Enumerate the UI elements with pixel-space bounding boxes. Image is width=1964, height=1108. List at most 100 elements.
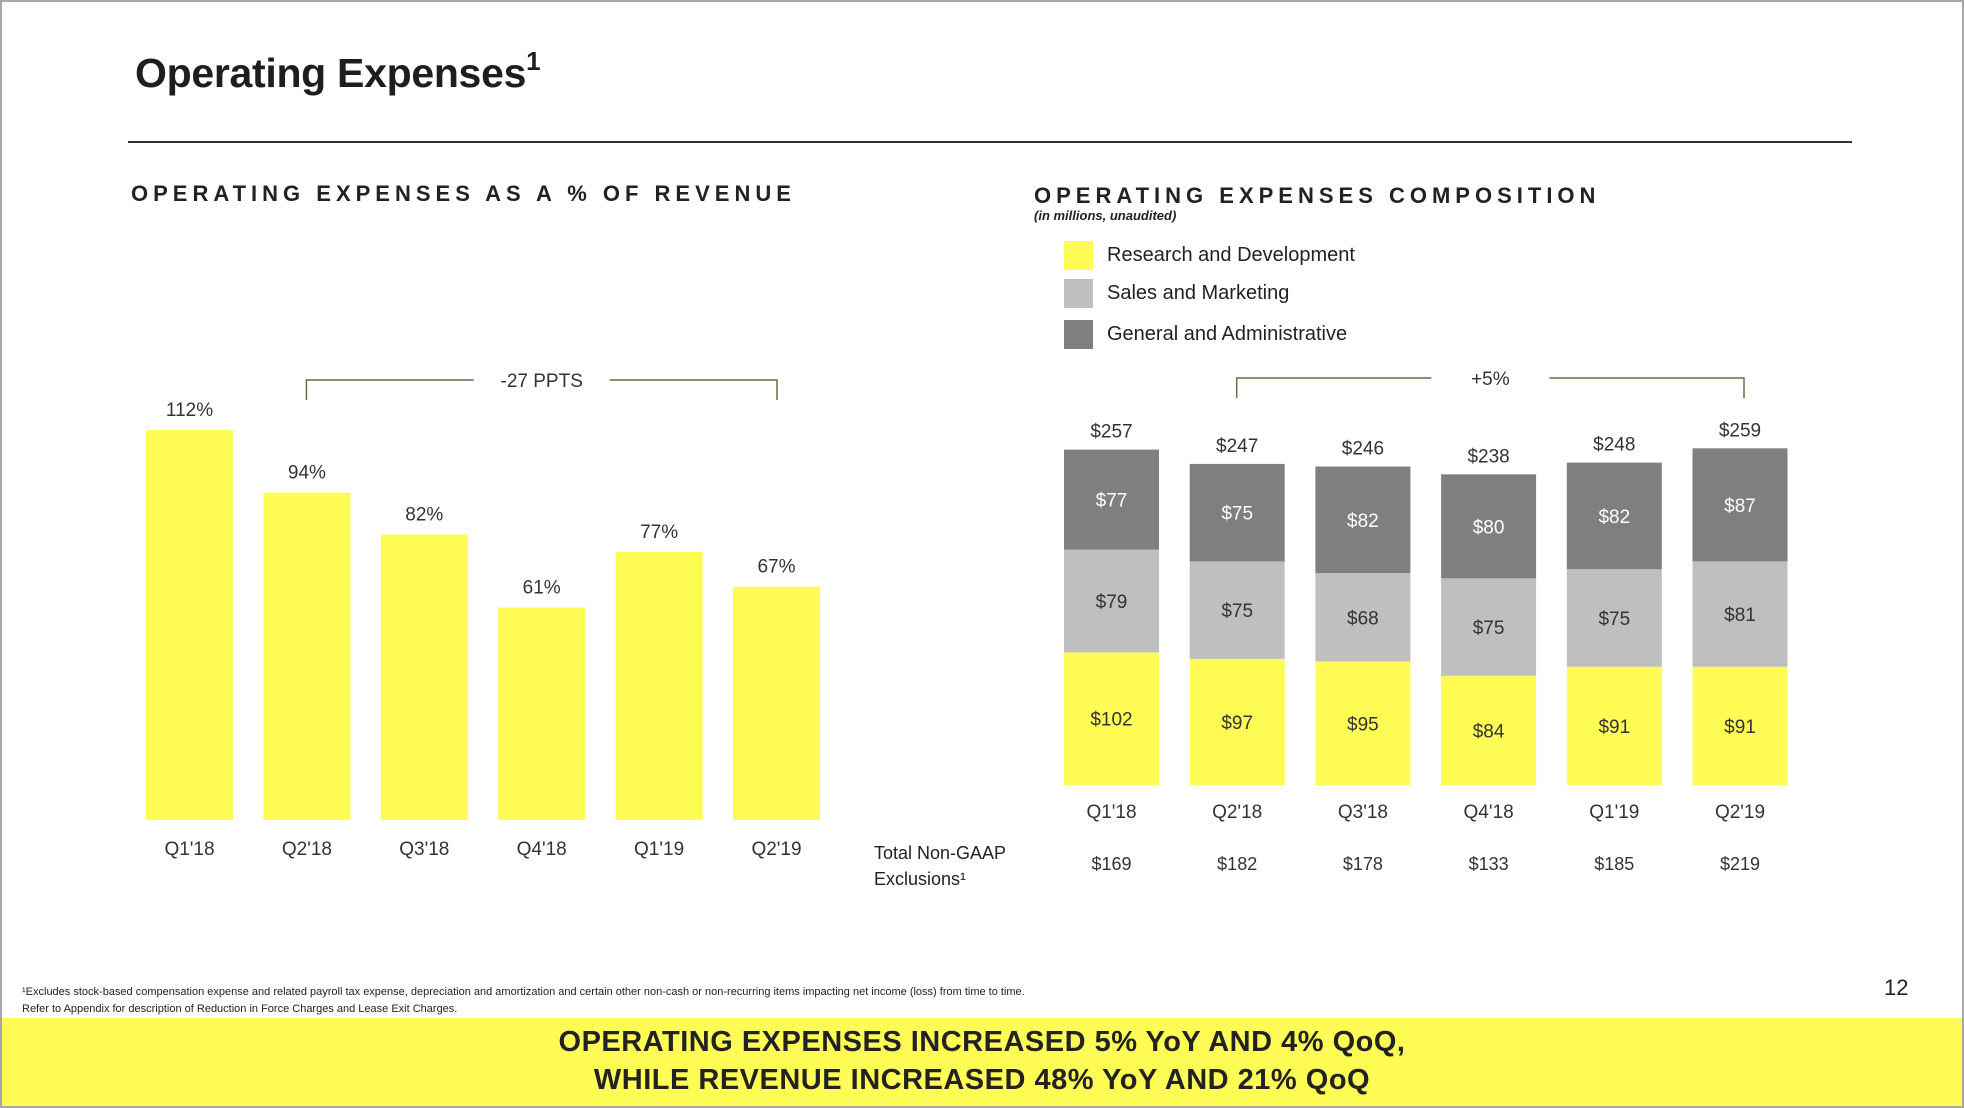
stack-segment [1064,449,1159,550]
segment-value-label: $68 [1347,608,1379,629]
stack-total-label: $248 [1593,435,1635,456]
stack-segment [1566,666,1662,785]
stack-segment [1692,666,1788,785]
stack-segment [1692,448,1788,562]
stack-category-label: Q3'18 [1338,802,1388,823]
pct-value-label: 61% [523,578,561,599]
pct-category-label: Q1'18 [164,839,214,860]
legend-label-sm: Sales and Marketing [1107,282,1290,304]
footnote: ¹Excludes stock-based compensation expen… [22,984,1025,1018]
pct-bar [498,607,586,820]
exclusion-value: $182 [1217,854,1257,874]
segment-value-label: $95 [1347,714,1379,735]
stack-category-label: Q2'19 [1715,802,1765,823]
segment-value-label: $84 [1473,721,1505,742]
segment-value-label: $75 [1598,609,1630,630]
pct-category-label: Q4'18 [517,839,567,860]
pct-bar [380,534,468,820]
stack-segment [1064,652,1159,785]
pct-value-label: 94% [288,463,326,484]
stack-segment [1566,462,1662,570]
stack-segment [1315,466,1411,574]
stack-segment [1189,463,1285,562]
pct-category-label: Q2'19 [751,839,801,860]
stack-segment [1315,573,1411,662]
pct-value-label: 82% [405,504,443,525]
stack-segment [1441,578,1537,676]
pct-value-label: 67% [757,557,795,578]
legend-swatch-sm [1064,279,1093,308]
banner-line2: WHILE REVENUE INCREASED 48% YoY AND 21% … [593,1064,1371,1096]
stack-segment [1692,561,1788,667]
composition-change-bracket-line-left [1235,377,1432,398]
segment-value-label: $97 [1221,713,1253,734]
legend-label-rd: Research and Development [1107,244,1355,266]
composition-change-bracket-label: +5% [1471,369,1510,390]
stack-total-label: $238 [1467,446,1509,467]
stack-total-label: $247 [1216,436,1258,457]
footnote-line1: ¹Excludes stock-based compensation expen… [22,986,1025,998]
exclusions-label-line2: Exclusions¹ [874,869,967,889]
legend-item-rd: Research and Development [1064,241,1355,270]
exclusions-label: Total Non-GAAP Exclusions¹ [874,840,1006,892]
stack-total-label: $246 [1342,439,1384,460]
segment-value-label: $79 [1096,592,1128,613]
pct-bar [146,430,233,820]
stack-segment [1315,661,1411,785]
stack-segment [1064,549,1159,653]
pct-change-bracket-label: -27 PPTS [501,371,583,392]
units-note: (in millions, unaudited) [1034,208,1177,223]
pct-category-label: Q2'18 [282,839,332,860]
pct-value-label: 112% [166,400,213,421]
stack-segment [1441,675,1537,785]
segment-value-label: $82 [1598,507,1630,528]
pct-category-label: Q1'19 [634,839,684,860]
segment-value-label: $91 [1598,717,1630,738]
page-title: Operating Expenses1 [135,46,541,96]
banner-line1: OPERATING EXPENSES INCREASED 5% YoY AND … [558,1026,1406,1058]
pct-value-label: 77% [640,522,678,543]
left-section-title: OPERATING EXPENSES AS A % OF REVENUE [131,181,796,206]
exclusion-value: $133 [1469,854,1509,874]
exclusion-value: $185 [1594,854,1634,874]
footnote-line2: Refer to Appendix for description of Red… [22,1003,458,1015]
title-divider [128,141,1852,143]
stack-segment [1566,569,1662,667]
stack-category-label: Q4'18 [1464,802,1514,823]
segment-value-label: $82 [1347,511,1379,532]
right-section-title: OPERATING EXPENSES COMPOSITION [1034,183,1601,208]
page-number: 12 [1884,975,1909,1000]
stack-segment [1189,561,1285,659]
segment-value-label: $75 [1221,504,1253,525]
segment-value-label: $77 [1096,491,1128,512]
legend-item-sm: Sales and Marketing [1064,279,1289,308]
exclusions-label-line1: Total Non-GAAP [874,843,1007,863]
pct-bar [263,492,351,820]
segment-value-label: $80 [1473,517,1505,538]
stack-segment [1189,658,1285,785]
segment-value-label: $75 [1473,618,1505,639]
stack-category-label: Q1'18 [1086,802,1136,823]
summary-banner: OPERATING EXPENSES INCREASED 5% YoY AND … [2,1018,1962,1106]
exclusion-value: $219 [1720,854,1760,874]
stack-total-label: $259 [1719,420,1761,441]
stack-category-label: Q1'19 [1589,802,1639,823]
segment-value-label: $75 [1221,601,1253,622]
composition-change-bracket-line-right [1549,377,1745,398]
pct-bar [615,551,703,820]
pct-change-bracket-line-left [305,379,474,400]
legend-swatch-ga [1064,320,1093,349]
pct-category-label: Q3'18 [399,839,449,860]
stack-category-label: Q2'18 [1212,802,1262,823]
segment-value-label: $102 [1090,710,1132,731]
stack-segment [1441,474,1537,579]
exclusion-value: $178 [1343,854,1383,874]
segment-value-label: $81 [1724,605,1756,626]
segment-value-label: $87 [1724,496,1756,517]
legend-swatch-rd [1064,241,1093,270]
legend-label-ga: General and Administrative [1107,323,1348,345]
pct-change-bracket-line-right [609,379,778,400]
pct-bar [733,586,820,820]
